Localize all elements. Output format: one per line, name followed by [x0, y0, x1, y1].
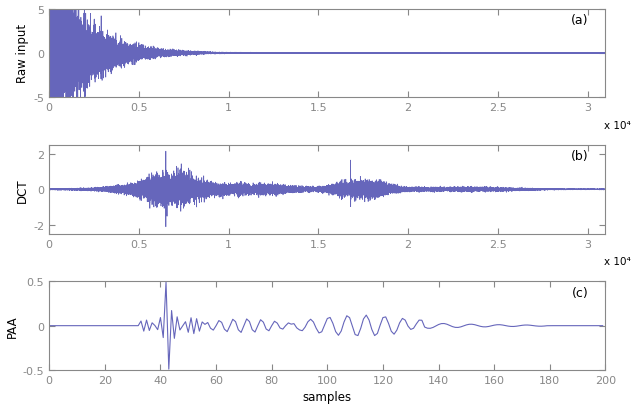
- Text: (b): (b): [571, 150, 589, 163]
- Y-axis label: PAA: PAA: [6, 315, 18, 337]
- Text: (a): (a): [571, 14, 589, 27]
- Text: (c): (c): [572, 286, 589, 299]
- Text: x 10⁴: x 10⁴: [604, 256, 630, 267]
- X-axis label: samples: samples: [303, 391, 352, 403]
- Y-axis label: DCT: DCT: [16, 178, 29, 202]
- Text: x 10⁴: x 10⁴: [604, 121, 630, 130]
- Y-axis label: Raw input: Raw input: [16, 24, 29, 83]
